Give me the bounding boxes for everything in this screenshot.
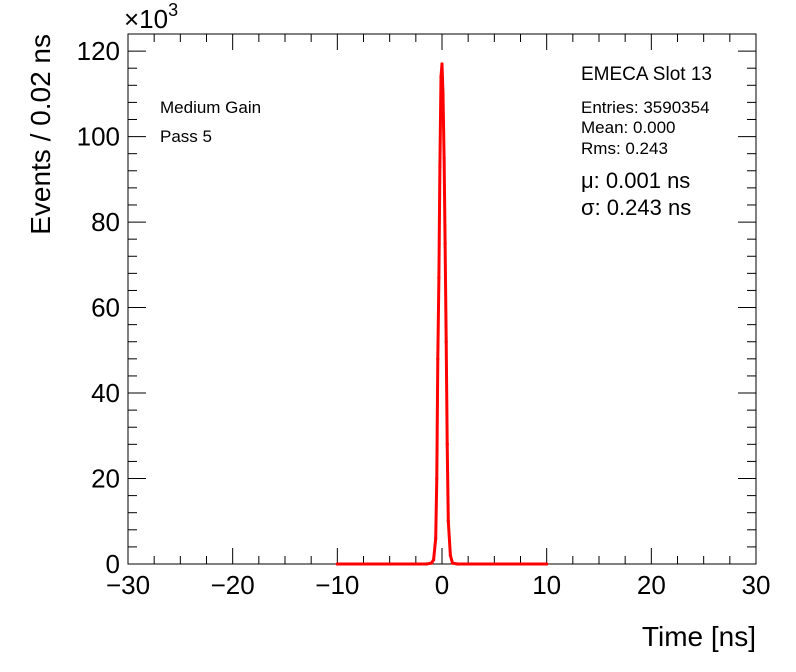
series-point xyxy=(424,562,428,566)
series-point xyxy=(444,340,448,344)
fit-curve xyxy=(337,63,547,565)
y-multiplier-exponent: 3 xyxy=(168,0,178,20)
series-point xyxy=(435,476,439,481)
x-axis-title: Time [ns] xyxy=(642,621,756,652)
stats-sigma: σ: 0.243 ns xyxy=(581,195,691,220)
y-tick-label: 60 xyxy=(91,293,120,323)
series-point xyxy=(450,561,455,565)
x-tick-label: −10 xyxy=(315,570,359,600)
pass-label: Pass 5 xyxy=(160,127,212,146)
x-axis-ticks: −30 −20 −10 0 10 20 30 xyxy=(106,34,771,600)
x-tick-label: 30 xyxy=(742,570,771,600)
series-point xyxy=(440,62,444,66)
gain-label: Medium Gain xyxy=(160,98,261,117)
y-axis-ticks: 0 20 40 60 80 100 120 xyxy=(77,33,756,579)
series-point xyxy=(456,562,460,566)
series-point xyxy=(335,562,339,566)
series-point xyxy=(545,562,549,566)
series-point xyxy=(429,561,434,565)
y-tick-label: 40 xyxy=(91,378,120,408)
series-point xyxy=(434,536,438,540)
series-point xyxy=(446,519,450,523)
x-tick-label: 20 xyxy=(637,570,666,600)
series-point xyxy=(437,276,441,280)
series-point xyxy=(448,553,452,558)
stats-title: EMECA Slot 13 xyxy=(581,64,712,85)
y-axis-title: Events / 0.02 ns xyxy=(25,34,56,235)
series-point xyxy=(445,442,449,446)
y-tick-label: 100 xyxy=(77,122,120,152)
y-multiplier: ×103 xyxy=(124,0,178,34)
series-point xyxy=(432,558,436,562)
series-point xyxy=(441,92,445,96)
series-point xyxy=(436,357,440,361)
x-tick-label: −20 xyxy=(211,570,255,600)
stats-mu: μ: 0.001 ns xyxy=(581,168,690,193)
x-tick-label: 10 xyxy=(532,570,561,600)
x-tick-label: −30 xyxy=(106,570,150,600)
series-point xyxy=(443,241,447,246)
y-tick-label: 80 xyxy=(91,207,120,237)
series-point xyxy=(439,75,443,79)
series-point xyxy=(442,156,446,160)
y-tick-label: 120 xyxy=(77,36,120,66)
stats-entries: Entries: 3590354 xyxy=(581,98,710,117)
x-tick-label: 0 xyxy=(435,570,449,600)
series-point xyxy=(438,164,442,169)
stats-rms: Rms: 0.243 xyxy=(581,139,668,158)
y-tick-label: 0 xyxy=(106,549,120,579)
y-tick-label: 20 xyxy=(91,464,120,494)
series-layer xyxy=(335,62,549,566)
series-line xyxy=(337,62,547,566)
stats-mean: Mean: 0.000 xyxy=(581,118,676,137)
y-multiplier-base: ×10 xyxy=(124,4,168,34)
